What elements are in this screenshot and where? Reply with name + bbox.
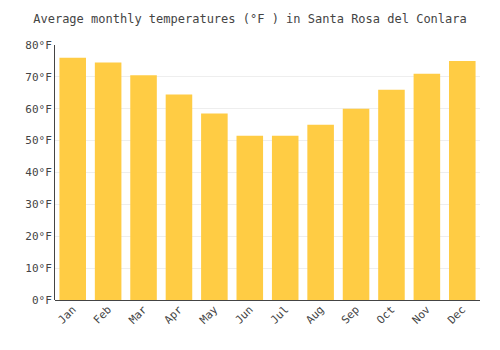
svg-text:40°F: 40°F (25, 166, 52, 179)
svg-text:Nov: Nov (410, 303, 434, 327)
svg-text:30°F: 30°F (25, 198, 52, 211)
svg-text:Oct: Oct (374, 303, 397, 326)
svg-text:50°F: 50°F (25, 134, 52, 147)
svg-text:Aug: Aug (303, 303, 326, 326)
svg-text:20°F: 20°F (25, 230, 52, 243)
svg-text:Average monthly temperatures (: Average monthly temperatures (°F ) in Sa… (33, 12, 466, 26)
svg-text:0°F: 0°F (32, 294, 52, 307)
svg-text:Jun: Jun (233, 303, 256, 326)
svg-text:Dec: Dec (445, 303, 468, 326)
svg-text:Jul: Jul (268, 303, 291, 326)
svg-text:May: May (197, 303, 221, 327)
svg-text:10°F: 10°F (25, 262, 52, 275)
svg-text:Mar: Mar (126, 303, 150, 327)
svg-text:80°F: 80°F (25, 39, 52, 52)
svg-text:70°F: 70°F (25, 71, 52, 84)
svg-text:Apr: Apr (162, 303, 186, 327)
svg-text:Jan: Jan (55, 303, 78, 326)
svg-text:Feb: Feb (91, 303, 114, 326)
svg-text:Sep: Sep (339, 303, 362, 326)
svg-text:60°F: 60°F (25, 103, 52, 116)
